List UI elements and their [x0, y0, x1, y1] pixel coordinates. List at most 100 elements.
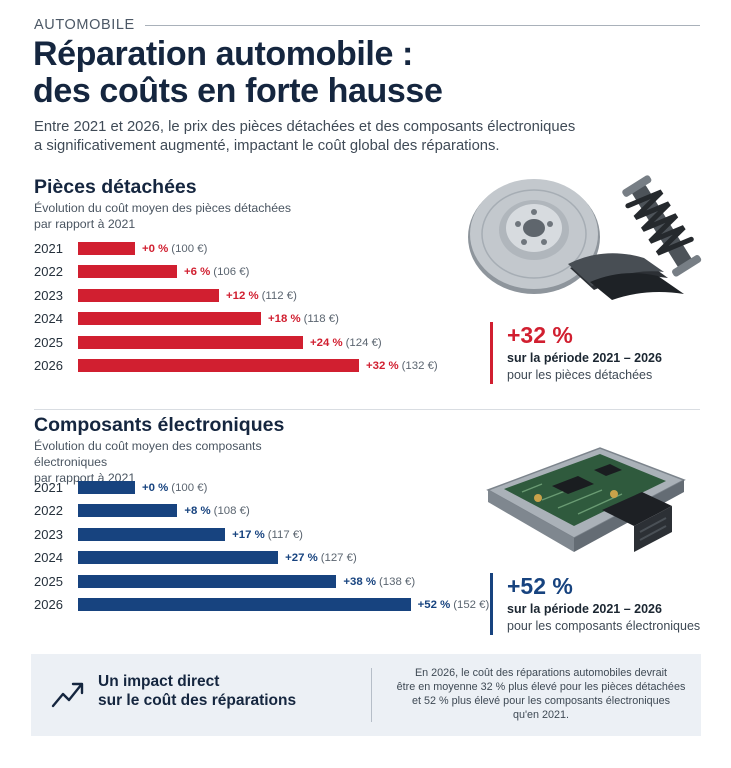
bar-row-2023: 2023 +17 % (117 €) [34, 526, 454, 544]
bar-row-2022: 2022 +6 % (106 €) [34, 263, 454, 281]
bar-value-label: (132 €) [401, 360, 438, 372]
kicker-row: AUTOMOBILE [34, 14, 700, 36]
bar-2026 [78, 598, 411, 611]
bar-category-label: 2022 [34, 264, 63, 280]
bar-value-label: (124 €) [345, 336, 382, 349]
impact-banner: Un impact direct sur le coût des réparat… [31, 654, 701, 736]
bar-2021 [78, 481, 135, 494]
electronics-stat-desc: pour les composants électroniques [507, 619, 701, 633]
bar-value-label: (100 €) [171, 243, 208, 255]
impact-text-line-1: En 2026, le coût des réparations automob… [414, 667, 668, 679]
ecu-module-icon [486, 447, 686, 552]
section-divider [34, 409, 700, 410]
bar-category-label: 2025 [34, 334, 63, 350]
bar-pct-label: +12 % [226, 289, 259, 302]
bar-2022 [78, 265, 177, 279]
bar-pct-label: +32 % [366, 360, 399, 372]
bar-row-2021: 2021 +0 % (100 €) [34, 240, 454, 258]
bar-2022 [78, 504, 178, 518]
bar-category-label: 2025 [34, 573, 63, 589]
kicker: AUTOMOBILE [34, 17, 135, 33]
impact-divider [371, 668, 372, 722]
electronics-stat: +52 % sur la période 2021 – 2026 pour le… [490, 573, 700, 635]
impact-title-line-2: sur le coût des réparations [98, 692, 297, 709]
bar-2025 [78, 574, 337, 588]
bar-value-label: (108 €) [213, 505, 250, 518]
parts-stat-period: sur la période 2021 – 2026 [507, 351, 662, 365]
bar-pct-label: +52 % [417, 599, 451, 611]
bar-value-label: (127 €) [320, 552, 357, 565]
bar-row-2026: 2026 +32 % (132 €) [34, 357, 454, 375]
impact-text-line-3: et 52 % plus élevé pour les composants é… [411, 695, 671, 707]
bar-row-2022: 2022 +8 % (108 €) [34, 502, 454, 520]
bar-data-label: +8 % (108 €) [184, 502, 249, 520]
parts-illustration [468, 175, 702, 300]
bar-data-label: +52 % (152 €) [418, 596, 490, 614]
kicker-rule [144, 24, 700, 26]
intro-line-1: Entre 2021 et 2026, le prix des pièces d… [34, 119, 576, 135]
bar-pct-label: +24 % [310, 336, 343, 349]
bar-data-label: +12 % (112 €) [226, 287, 297, 305]
bar-pct-label: +8 % [184, 505, 211, 518]
bar-2025 [78, 335, 303, 349]
bar-row-2024: 2024 +27 % (127 €) [34, 549, 454, 567]
bar-row-2023: 2023 +12 % (112 €) [34, 287, 454, 305]
bar-data-label: +24 % (124 €) [310, 334, 382, 352]
shock-absorber-icon [622, 175, 702, 277]
bar-data-label: +38 % (138 €) [343, 573, 415, 591]
electronics-stat-value: +52 % [507, 573, 573, 599]
impact-text-line-4: qu'en 2021. [512, 709, 570, 721]
title-line-2: des coûts en forte hausse [33, 72, 443, 110]
bar-data-label: +18 % (118 €) [268, 310, 339, 328]
intro-text: Entre 2021 et 2026, le prix des pièces d… [34, 118, 594, 156]
brake-pads-icon [568, 253, 684, 300]
bar-category-label: 2024 [34, 311, 63, 327]
bar-value-label: (106 €) [213, 266, 250, 279]
parts-section-title: Pièces détachées [34, 176, 197, 198]
bar-value-label: (112 €) [261, 289, 297, 302]
bar-2026 [78, 359, 359, 372]
parts-subtitle-line-2: par rapport à 2021 [34, 217, 136, 231]
bar-category-label: 2026 [34, 358, 63, 373]
bar-value-label: (117 €) [267, 528, 303, 541]
impact-text: En 2026, le coût des réparations automob… [391, 666, 691, 722]
bar-row-2025: 2025 +38 % (138 €) [34, 573, 454, 591]
bar-value-label: (100 €) [171, 482, 208, 494]
bar-row-2021: 2021 +0 % (100 €) [34, 479, 454, 497]
bar-2024 [78, 312, 261, 326]
bar-data-label: +0 % (100 €) [142, 479, 207, 497]
bar-value-label: (138 €) [379, 575, 416, 588]
brake-disc-icon [468, 179, 600, 294]
bar-category-label: 2022 [34, 503, 63, 519]
impact-title: Un impact direct sur le coût des réparat… [98, 672, 358, 710]
parts-stat: +32 % sur la période 2021 – 2026 pour le… [490, 322, 662, 384]
bar-category-label: 2024 [34, 550, 63, 566]
parts-stat-desc: pour les pièces détachées [507, 368, 653, 382]
bar-value-label: (152 €) [453, 599, 490, 611]
impact-text-line-2: être en moyenne 32 % plus élevé pour les… [396, 681, 686, 693]
bar-pct-label: +0 % [142, 482, 169, 494]
bar-category-label: 2023 [34, 287, 63, 303]
electronics-section-title: Composants électroniques [34, 414, 285, 436]
trend-arrow-icon [51, 682, 84, 708]
bar-category-label: 2021 [34, 480, 63, 495]
bar-pct-label: +17 % [232, 528, 265, 541]
parts-section-subtitle: Évolution du coût moyen des pièces détac… [34, 200, 334, 232]
bar-pct-label: +38 % [343, 575, 377, 588]
impact-title-line-1: Un impact direct [98, 673, 220, 690]
electronics-subtitle-line-1: Évolution du coût moyen des composants é… [34, 439, 262, 469]
bar-data-label: +32 % (132 €) [366, 357, 438, 375]
bar-pct-label: +0 % [142, 243, 169, 255]
bar-pct-label: +27 % [285, 552, 318, 565]
bar-data-label: +27 % (127 €) [285, 549, 357, 567]
ecu-illustration [486, 447, 686, 552]
page-title: Réparation automobile : des coûts en for… [33, 36, 693, 110]
bar-2024 [78, 551, 279, 565]
bar-pct-label: +6 % [184, 266, 211, 279]
bar-row-2024: 2024 +18 % (118 €) [34, 310, 454, 328]
bar-row-2025: 2025 +24 % (124 €) [34, 334, 454, 352]
intro-line-2: a significativement augmenté, impactant … [34, 138, 500, 154]
bar-value-label: (118 €) [303, 313, 339, 326]
bar-data-label: +17 % (117 €) [232, 526, 303, 544]
bar-2023 [78, 288, 219, 302]
